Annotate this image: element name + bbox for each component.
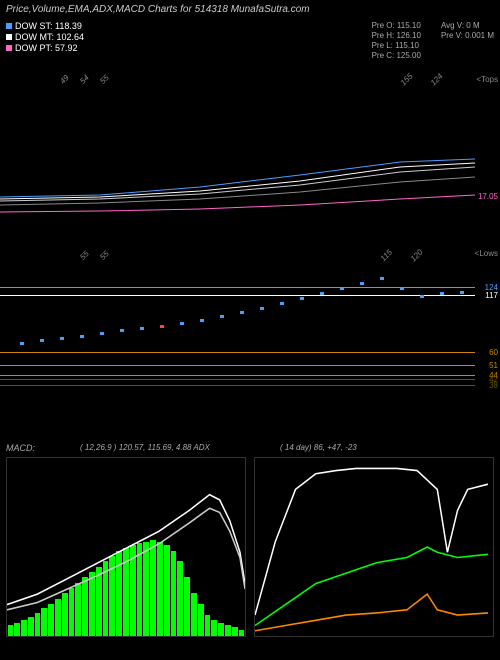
stat-row: Pre C: 125.00: [372, 51, 421, 60]
tops-label: <Tops: [476, 75, 498, 84]
legend-item: DOW MT: 102.64: [6, 32, 84, 42]
stat-row: Pre O: 115.10: [372, 21, 421, 30]
legend-color-icon: [6, 45, 12, 51]
info-row: DOW ST: 118.39DOW MT: 102.64DOW PT: 57.9…: [0, 19, 500, 62]
legend-item: DOW PT: 57.92: [6, 43, 84, 53]
legend-group: DOW ST: 118.39DOW MT: 102.64DOW PT: 57.9…: [6, 21, 84, 60]
adx-svg: [255, 458, 493, 636]
stat-row: Avg V: 0 M: [441, 21, 494, 30]
legend-text: DOW MT: 102.64: [15, 32, 84, 42]
legend-color-icon: [6, 23, 12, 29]
stat-row: Pre L: 115.10: [372, 41, 421, 50]
header: Price,Volume,EMA,ADX,MACD Charts for 514…: [0, 0, 500, 19]
level-label: 117: [485, 291, 498, 300]
stat-row: Pre H: 126.10: [372, 31, 421, 40]
stats-group: Pre O: 115.10Pre H: 126.10Pre L: 115.10P…: [372, 21, 494, 60]
legend-item: DOW ST: 118.39: [6, 21, 84, 31]
price-chart: 495455155124<Tops17.05: [0, 67, 500, 247]
level-label: 51: [489, 361, 498, 370]
legend-text: DOW PT: 57.92: [15, 43, 78, 53]
stats-col-2: Avg V: 0 MPre V: 0.001 M: [441, 21, 494, 60]
lows-label: <Lows: [475, 249, 498, 258]
macd-info: ( 12,26,9 ) 120.57, 115.69, 4.88 ADX: [80, 443, 210, 452]
price-svg: [0, 67, 475, 247]
indicator-panels: MACD: ( 12,26,9 ) 120.57, 115.69, 4.88 A…: [0, 457, 500, 637]
macd-lines-svg: [7, 458, 245, 636]
level-label: 38: [489, 381, 498, 390]
legend-text: DOW ST: 118.39: [15, 21, 82, 31]
legend-color-icon: [6, 34, 12, 40]
adx-info: ( 14 day) 86, +47, -23: [280, 443, 357, 452]
dots-svg: [0, 247, 475, 407]
stats-col-1: Pre O: 115.10Pre H: 126.10Pre L: 115.10P…: [372, 21, 421, 60]
adx-panel: [254, 457, 494, 637]
chart-title: Price,Volume,EMA,ADX,MACD Charts for 514…: [6, 4, 494, 15]
level-label: 60: [489, 348, 498, 357]
price-value-label: 17.05: [478, 192, 498, 201]
macd-panel: [6, 457, 246, 637]
level-chart: 12411760514442385555115120<Lows: [0, 247, 500, 407]
macd-label: MACD:: [6, 443, 35, 453]
stat-row: Pre V: 0.001 M: [441, 31, 494, 40]
